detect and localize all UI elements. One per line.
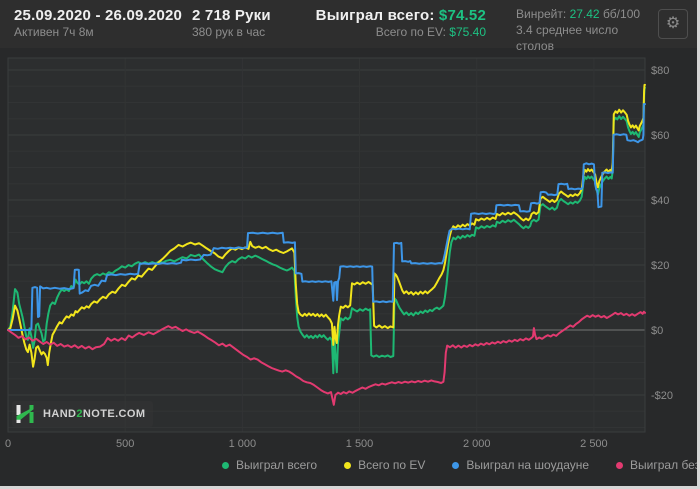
y-axis-label: $80: [651, 65, 669, 77]
legend-item-1[interactable]: Всего по EV: [344, 458, 425, 472]
legend-label: Выиграл на шоудауне: [466, 458, 590, 472]
legend-item-0[interactable]: Выиграл всего: [222, 458, 317, 472]
series-line-2: [7, 103, 646, 331]
series-line-3: [7, 310, 646, 406]
hands-count: 2 718 Руки: [192, 7, 271, 24]
ev-total-value: $75.40: [449, 25, 486, 39]
legend-label: Выиграл всего: [236, 458, 318, 472]
gear-icon: ⚙: [665, 15, 681, 32]
won-total-value: $74.52: [438, 7, 486, 24]
plot-background[interactable]: [8, 58, 645, 432]
series-line-0: [7, 86, 646, 375]
ev-total-label: Всего по EV:: [375, 25, 446, 39]
winrate-block: Винрейт: 27.42 бб/100 3.4 среднее число …: [516, 6, 656, 54]
y-axis-label: $60: [651, 130, 669, 142]
y-axis-label: $0: [651, 325, 663, 337]
legend-label: Выиграл без шоудауна: [630, 458, 700, 472]
chart-legend: Выиграл всего Всего по EV Выиграл на шоуда…: [222, 458, 700, 472]
hand2note-logo-icon: [16, 405, 34, 423]
legend-dot-icon: [222, 461, 229, 469]
x-axis-label: 0: [5, 438, 11, 450]
legend-label: Всего по EV: [358, 458, 426, 472]
legend-dot-icon: [344, 461, 352, 469]
legend-item-2[interactable]: Выиграл на шоудауне: [452, 458, 589, 472]
winrate-units: бб/100: [602, 7, 641, 21]
winnings-block: Выиграл всего: $74.52 Всего по EV: $75.4…: [282, 6, 486, 40]
x-axis-label: 500: [116, 438, 134, 450]
x-axis-label: 2 000: [463, 438, 491, 450]
x-axis-label: 1 500: [346, 438, 374, 450]
won-total-label: Выиграл всего:: [315, 7, 435, 24]
x-axis-label: 2 500: [580, 438, 608, 450]
y-axis-label: -$20: [651, 390, 673, 402]
winrate-label: Винрейт:: [516, 7, 567, 21]
plot-border: [7, 57, 646, 433]
winrate-value: 27.42: [569, 7, 600, 21]
legend-item-3[interactable]: Выиграл без шоудауна: [616, 458, 700, 472]
hand2note-logo: HAND2NOTE.COM: [12, 401, 154, 427]
winnings-graph[interactable]: $80 $60 $40 $20 $0 -$20 0 500 1 000 1 500 2 000 2 5…: [0, 48, 700, 489]
y-axis-label: $20: [651, 260, 669, 272]
session-date-block: 25.09.2020 - 26.09.2020 Активен 7ч 8м: [14, 6, 182, 40]
x-axis-label: 1 000: [229, 438, 257, 450]
hands-block: 2 718 Руки 380 рук в час: [192, 6, 271, 40]
legend-dot-icon: [616, 461, 624, 469]
y-axis-label: $40: [651, 195, 669, 207]
series-line-1: [7, 83, 646, 368]
legend-dot-icon: [452, 461, 460, 469]
active-time: Активен 7ч 8м: [14, 25, 94, 39]
avg-tables: 3.4 среднее число столов: [516, 23, 619, 53]
chart-area: $80 $60 $40 $20 $0 -$20 0 500 1 000 1 500 2 000 2 5…: [0, 48, 700, 489]
date-range: 25.09.2020 - 26.09.2020: [14, 7, 183, 24]
hand2note-logo-text: HAND2NOTE.COM: [43, 408, 146, 420]
stats-header: 25.09.2020 - 26.09.2020 Активен 7ч 8м 2 …: [0, 0, 697, 53]
hands-per-hour: 380 рук в час: [192, 25, 266, 39]
settings-button[interactable]: ⚙: [658, 9, 688, 39]
